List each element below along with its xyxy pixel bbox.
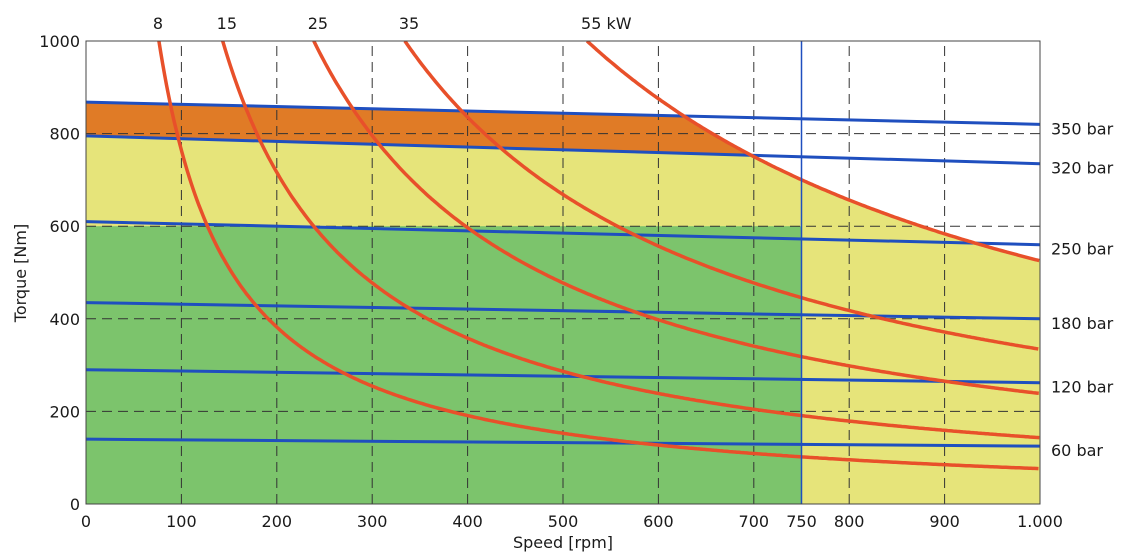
x-tick-label: 600 [643, 512, 674, 531]
x-tick-label: 750 [786, 512, 817, 531]
power-curve-labels: 8 15 25 35 55 kW [153, 14, 632, 33]
plot-frame [85, 40, 1041, 505]
power-curve [585, 41, 1040, 263]
pressure-label: 320 bar [1051, 159, 1114, 178]
pressure-label: 120 bar [1051, 378, 1114, 397]
x-tick-label: 200 [262, 512, 293, 531]
y-tick-label: 400 [49, 310, 80, 329]
power-curve-label: 35 [399, 14, 419, 33]
y-axis-title: Torque [Nm] [11, 224, 30, 323]
pressure-line [86, 437, 1040, 448]
power-curves [157, 41, 1040, 471]
power-curve-label: 25 [308, 14, 328, 33]
pressure-label: 250 bar [1051, 240, 1114, 259]
y-tick-label: 0 [70, 495, 80, 514]
x-tick-label: 400 [452, 512, 483, 531]
pressure-label: 180 bar [1051, 314, 1114, 333]
x-tick-label: 1.000 [1017, 512, 1063, 531]
y-tick-label: 200 [49, 402, 80, 421]
pressure-label: 60 bar [1051, 441, 1103, 460]
x-tick-label: 800 [834, 512, 865, 531]
power-curve [221, 41, 1040, 440]
power-curve-label: 15 [217, 14, 237, 33]
x-tick-label: 700 [739, 512, 770, 531]
x-axis-title: Speed [rpm] [513, 533, 613, 552]
pressure-labels: 350 bar 320 bar 250 bar 180 bar 120 bar 60 ba… [1051, 119, 1114, 460]
y-tick-label: 1000 [39, 32, 80, 51]
power-curve [312, 41, 1039, 396]
y-tick-labels: 0 200 400 600 800 1000 [39, 32, 80, 514]
power-curve-label: 55 kW [581, 14, 632, 33]
power-curve [403, 41, 1039, 351]
x-tick-label: 900 [929, 512, 960, 531]
pressure-label: 350 bar [1051, 119, 1114, 138]
pressure-line [86, 368, 1040, 385]
green-zone [86, 226, 802, 504]
x-tick-label: 100 [166, 512, 197, 531]
pressure-line [86, 301, 1040, 321]
x-tick-labels: 0 100 200 300 400 500 600 700 750 800 900 1.000 [81, 512, 1063, 531]
x-tick-label: 500 [548, 512, 579, 531]
y-tick-label: 600 [49, 217, 80, 236]
pressure-line [86, 134, 1040, 166]
x-tick-label: 300 [357, 512, 388, 531]
power-curve [157, 41, 1039, 471]
x-tick-label: 0 [81, 512, 91, 531]
y-tick-label: 800 [49, 125, 80, 144]
pressure-line [86, 220, 1040, 247]
power-curve-label: 8 [153, 14, 163, 33]
